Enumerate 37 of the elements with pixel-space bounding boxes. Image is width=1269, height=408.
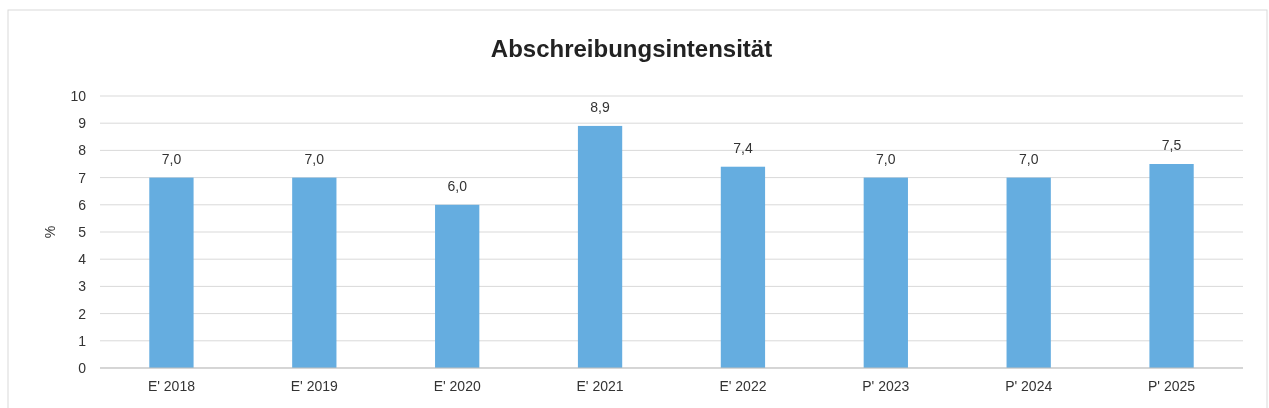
data-label: 7,0 <box>304 150 325 167</box>
y-tick-label: 10 <box>70 88 87 104</box>
data-label: 7,0 <box>1018 150 1039 167</box>
bar <box>292 177 337 368</box>
x-tick-label: E' 2019 <box>290 378 339 394</box>
x-tick-label: E' 2021 <box>576 378 624 394</box>
data-label: 6,0 <box>447 177 468 194</box>
bar <box>1006 177 1051 368</box>
y-tick-label: 6 <box>78 196 87 213</box>
bar <box>435 204 480 368</box>
bar <box>1149 164 1194 368</box>
x-tick-label: E' 2020 <box>433 378 481 394</box>
y-tick-label: 3 <box>78 278 87 295</box>
x-tick-label: P' 2023 <box>862 378 910 394</box>
y-tick-label: 1 <box>78 332 87 349</box>
data-label: 7,0 <box>876 150 896 167</box>
data-label: 7,4 <box>733 139 753 156</box>
data-label: 7,5 <box>1161 137 1182 153</box>
bar <box>720 166 766 368</box>
y-axis-title: % <box>42 225 58 239</box>
y-tick-label: 2 <box>78 305 87 322</box>
data-label: 7,0 <box>161 150 182 167</box>
x-tick-label: E' 2022 <box>719 378 767 394</box>
y-tick-label: 0 <box>78 360 87 376</box>
bar <box>863 177 908 368</box>
y-tick-label: 5 <box>78 224 87 240</box>
y-tick-label: 4 <box>78 251 87 268</box>
x-tick-label: P' 2024 <box>1005 378 1053 394</box>
x-tick-label: P' 2025 <box>1148 378 1196 394</box>
bar <box>149 177 194 368</box>
y-tick-label: 8 <box>78 142 87 159</box>
bar <box>577 125 623 368</box>
chart-title: Abschreibungsintensität <box>490 35 773 62</box>
y-tick-label: 7 <box>78 169 87 186</box>
data-label: 8,9 <box>590 98 610 115</box>
y-tick-label: 9 <box>78 115 87 132</box>
x-tick-label: E' 2018 <box>147 378 196 394</box>
